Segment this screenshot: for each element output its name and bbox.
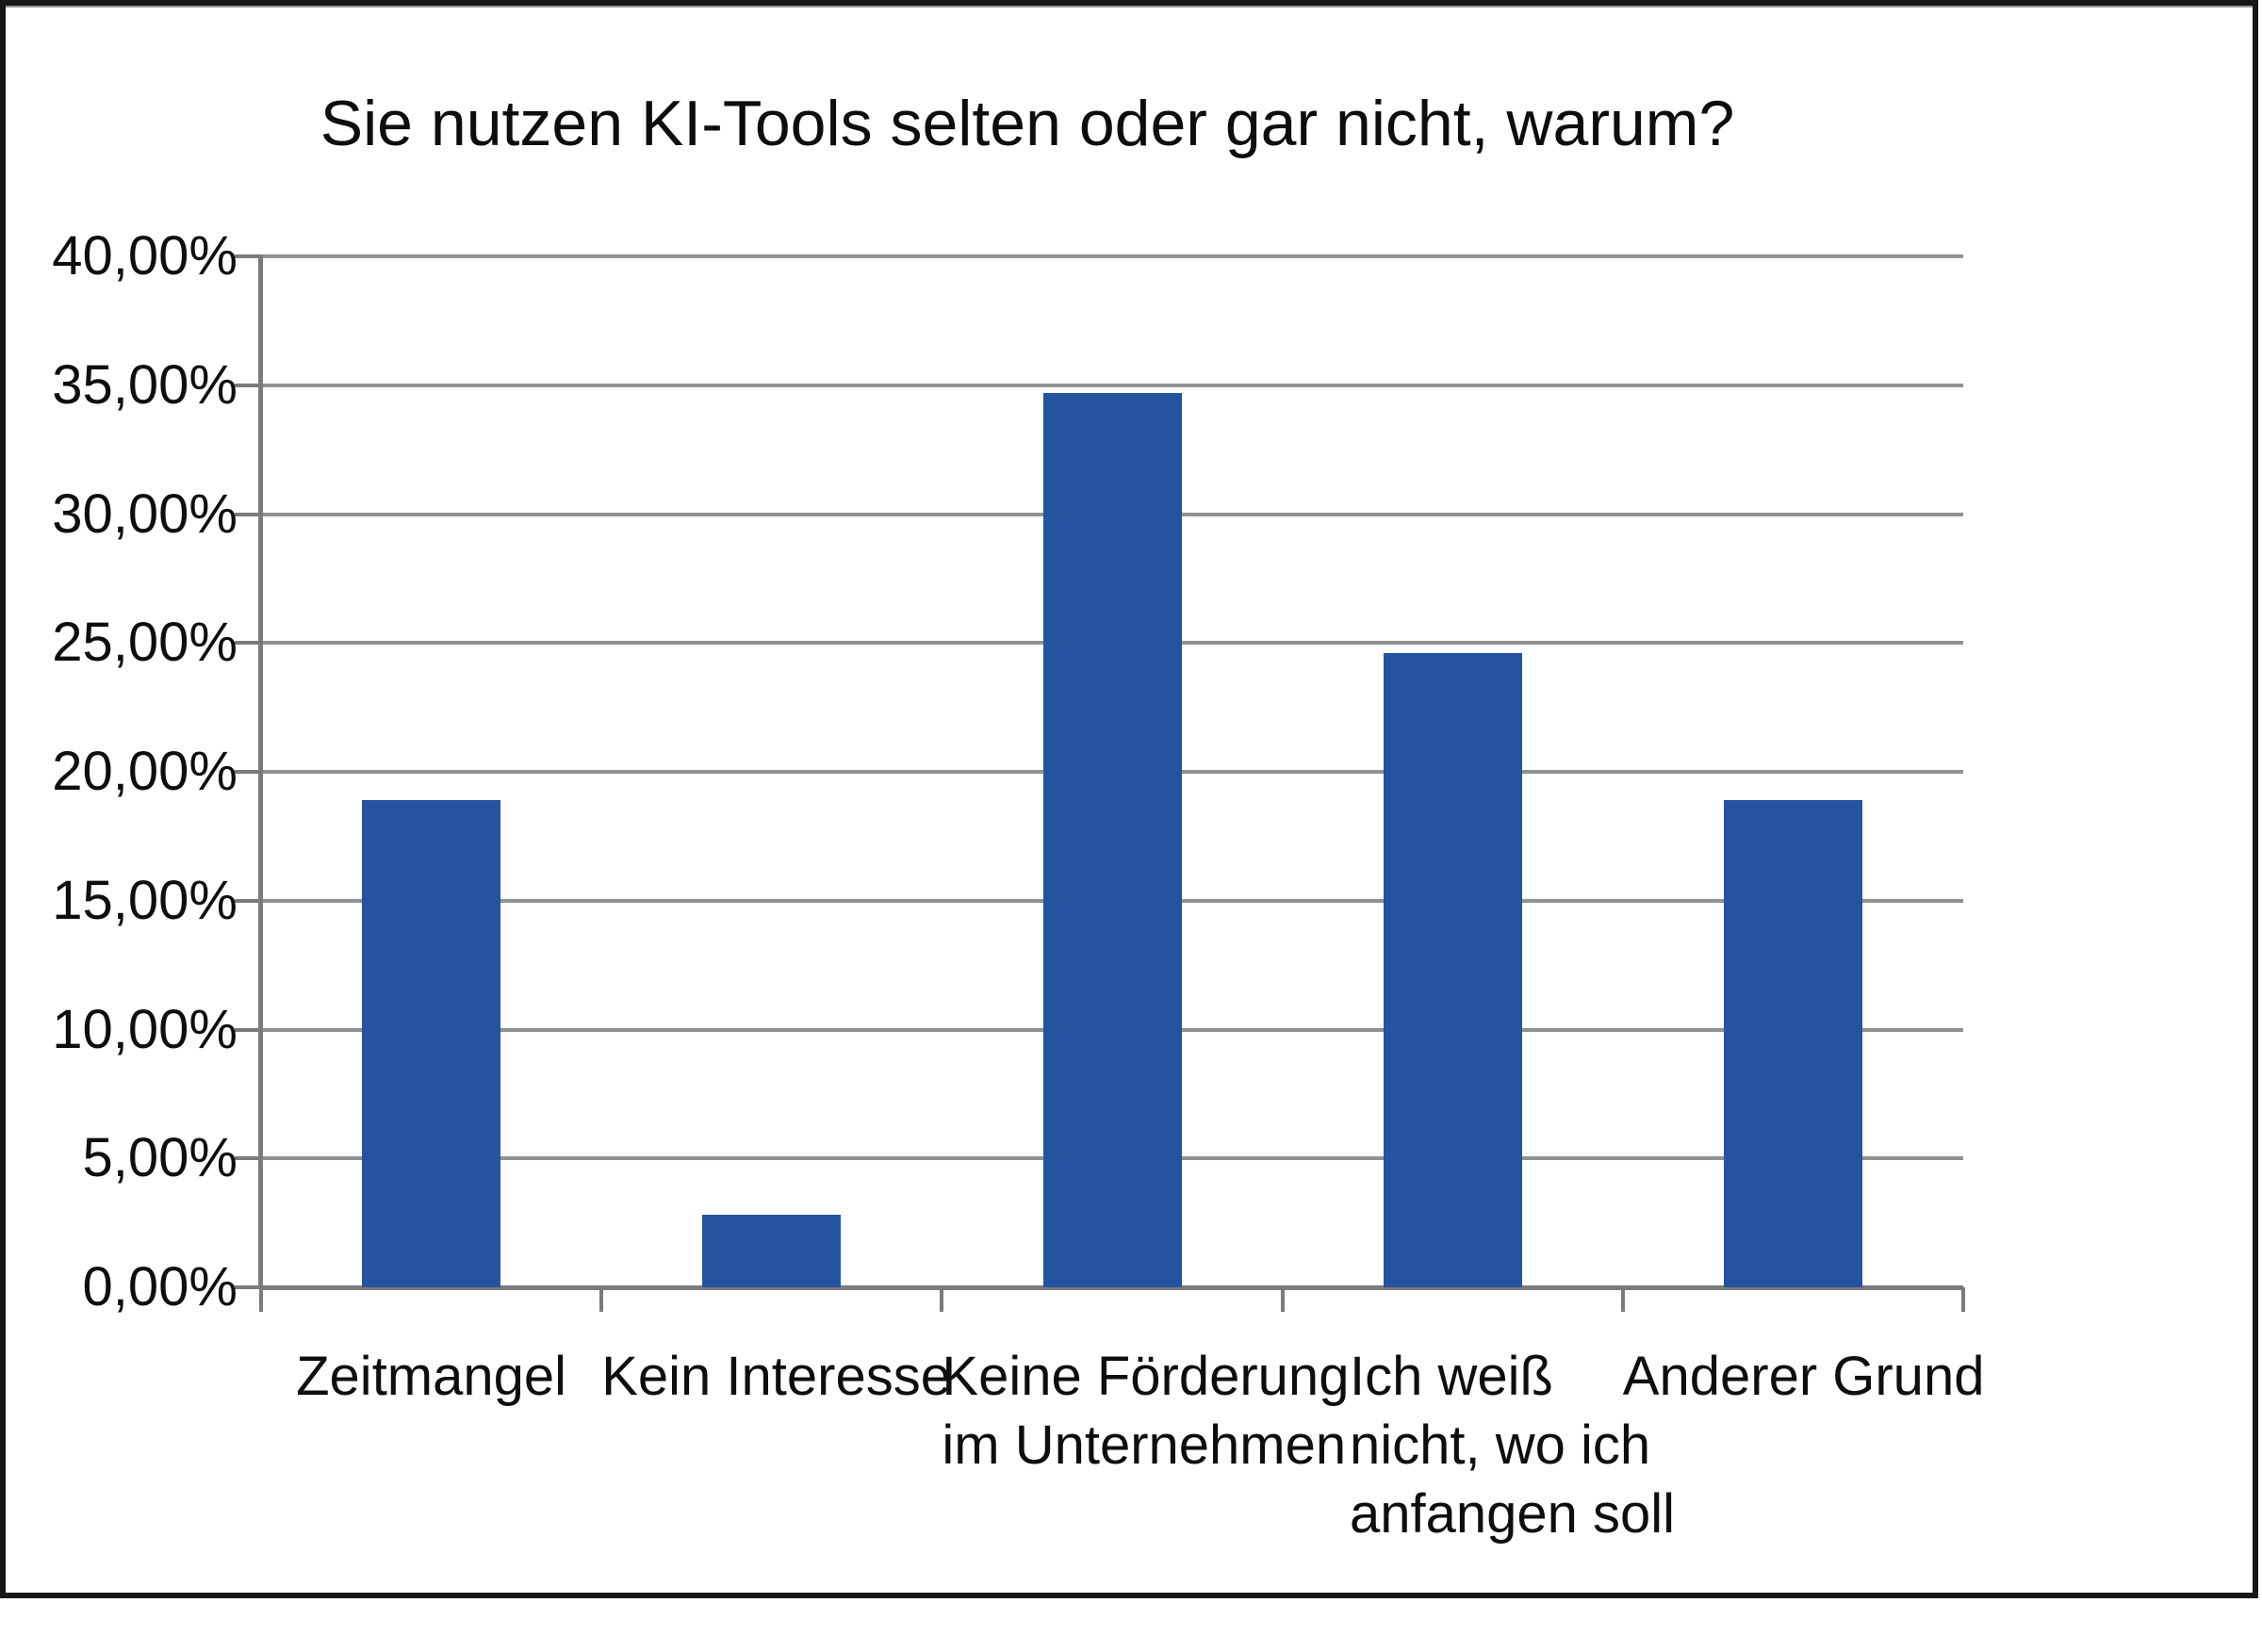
y-axis-tick [235,898,261,903]
x-axis-label-line: Zeitmangel [296,1346,567,1407]
y-axis-tick-label: 0,00% [82,1256,238,1317]
x-axis-category-label: Keine Förderung im Unternehmen [942,1342,1350,1480]
y-axis-tick-label: 5,00% [82,1127,238,1189]
x-axis-label-line: anfangen soll [1350,1483,1676,1545]
x-axis-label-line: Anderer Grund [1622,1346,1985,1407]
x-axis-tick [940,1287,944,1312]
x-axis-category-label: Zeitmangel [261,1342,601,1411]
x-axis-label-line: nicht, wo ich [1350,1415,1651,1476]
x-axis-category-label: Kein Interesse [601,1342,951,1411]
bar-1 [362,800,501,1287]
x-axis-label-line: Ich weiß [1350,1346,1553,1407]
y-axis-tick [235,1285,261,1289]
y-axis-tick-label: 15,00% [52,869,238,931]
y-axis-tick [235,770,261,774]
chart-title: Sie nutzen KI-Tools selten oder gar nich… [320,88,1735,159]
x-axis-tick [599,1287,604,1312]
bar-4 [1383,653,1522,1287]
y-axis-tick-label: 10,00% [52,998,238,1060]
bar-5 [1723,800,1862,1287]
x-axis-label-line: im Unternehmen [942,1415,1347,1476]
y-gridline [261,254,1963,258]
y-axis-line [258,254,263,1289]
y-gridline [261,383,1963,387]
y-axis-tick [235,1027,261,1032]
y-axis-tick [235,641,261,646]
x-axis-tick [1280,1287,1285,1312]
y-axis-tick-label: 25,00% [52,612,238,674]
y-axis-tick [235,512,261,516]
x-axis-label-line: Keine Förderung [942,1346,1350,1407]
y-axis-tick [235,1156,261,1161]
x-axis-label-line: Kein Interesse [601,1346,951,1407]
x-axis-line [261,1285,1963,1290]
x-axis-tick [259,1287,263,1312]
y-axis-tick [235,383,261,387]
y-axis-tick-label: 30,00% [52,483,238,545]
x-axis-category-label: Anderer Grund [1622,1342,1985,1411]
y-axis-tick-label: 40,00% [52,225,238,286]
y-axis-tick [235,254,261,258]
y-axis-tick-label: 20,00% [52,741,238,802]
bar-3 [1042,392,1182,1287]
y-axis-tick-label: 35,00% [52,353,238,416]
x-axis-category-label: Ich weiß nicht, wo ich anfangen soll [1350,1342,1755,1548]
bar-2 [702,1215,842,1287]
x-axis-tick [1620,1287,1625,1312]
x-axis-tick [1961,1287,1965,1312]
